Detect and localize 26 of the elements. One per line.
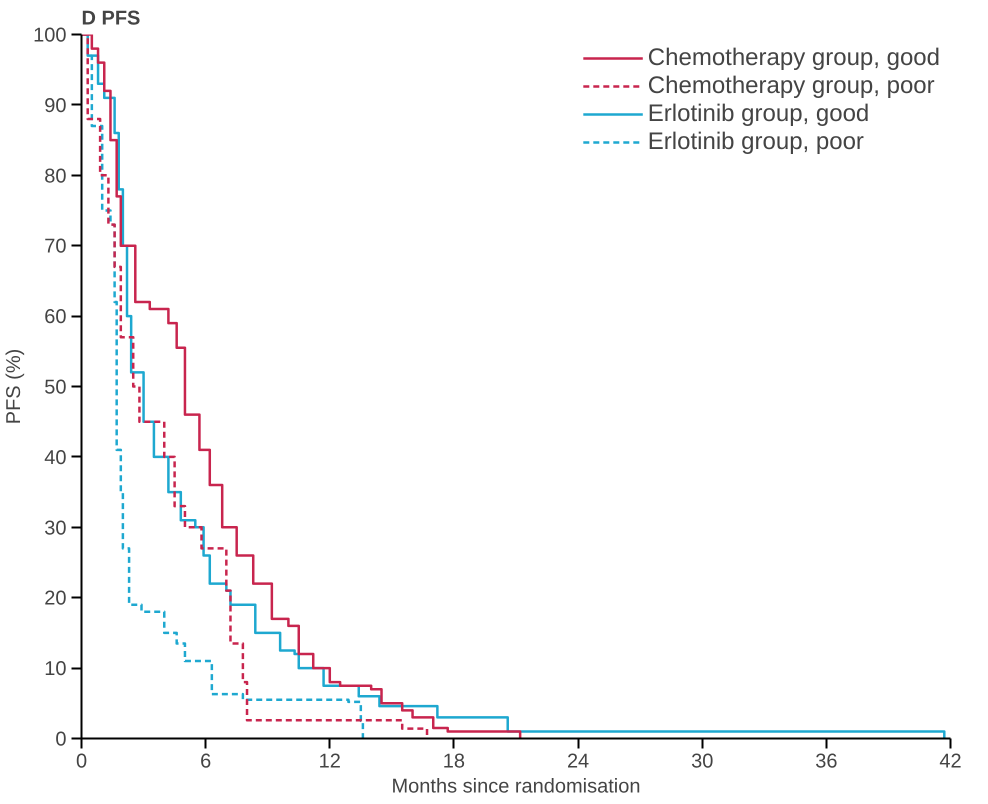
y-tick-label: 20 bbox=[44, 588, 67, 610]
y-tick-label: 10 bbox=[44, 658, 67, 680]
x-tick-label: 0 bbox=[76, 750, 88, 772]
x-tick-label: 42 bbox=[939, 750, 962, 772]
x-tick-label: 36 bbox=[815, 750, 838, 772]
x-tick-label: 6 bbox=[200, 750, 212, 772]
legend-label: Chemotherapy group, good bbox=[648, 44, 940, 72]
x-tick-label: 24 bbox=[566, 750, 590, 772]
x-tick-label: 30 bbox=[691, 750, 714, 772]
legend-label: Erlotinib group, poor bbox=[648, 128, 864, 156]
y-tick-label: 90 bbox=[44, 94, 67, 117]
y-tick-label: 30 bbox=[44, 517, 67, 540]
x-axis-title: Months since randomisation bbox=[391, 776, 641, 798]
y-tick-label: 80 bbox=[44, 165, 67, 188]
x-tick-label: 18 bbox=[442, 750, 466, 772]
y-axis-title: PFS (%) bbox=[3, 348, 26, 424]
y-tick-label: 50 bbox=[44, 376, 67, 398]
x-tick-label: 12 bbox=[318, 750, 341, 772]
legend-label: Chemotherapy group, poor bbox=[648, 72, 935, 100]
y-tick-label: 70 bbox=[44, 236, 67, 258]
legend-label: Erlotinib group, good bbox=[648, 100, 870, 128]
chart-title: D PFS bbox=[82, 8, 140, 30]
y-tick-label: 100 bbox=[33, 24, 67, 46]
y-tick-label: 0 bbox=[55, 728, 66, 750]
y-tick-label: 40 bbox=[44, 446, 67, 469]
y-tick-label: 60 bbox=[44, 306, 67, 328]
